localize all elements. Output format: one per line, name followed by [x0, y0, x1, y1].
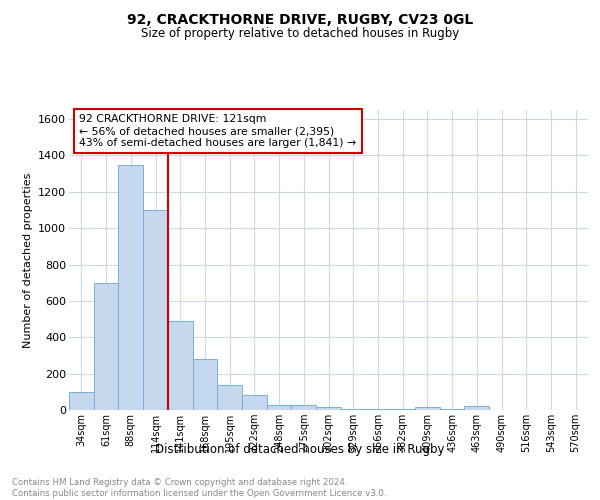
Text: Contains HM Land Registry data © Crown copyright and database right 2024.
Contai: Contains HM Land Registry data © Crown c…	[12, 478, 386, 498]
Bar	[440, 409, 464, 410]
Bar	[193, 359, 217, 410]
Bar	[217, 384, 242, 410]
Bar	[415, 408, 440, 410]
Bar	[94, 282, 118, 410]
Bar	[316, 408, 341, 410]
Y-axis label: Number of detached properties: Number of detached properties	[23, 172, 32, 348]
Bar	[118, 164, 143, 410]
Text: 92 CRACKTHORNE DRIVE: 121sqm
← 56% of detached houses are smaller (2,395)
43% of: 92 CRACKTHORNE DRIVE: 121sqm ← 56% of de…	[79, 114, 356, 148]
Text: 92, CRACKTHORNE DRIVE, RUGBY, CV23 0GL: 92, CRACKTHORNE DRIVE, RUGBY, CV23 0GL	[127, 12, 473, 26]
Text: Size of property relative to detached houses in Rugby: Size of property relative to detached ho…	[141, 28, 459, 40]
Text: Distribution of detached houses by size in Rugby: Distribution of detached houses by size …	[155, 442, 445, 456]
Bar	[267, 404, 292, 410]
Bar	[168, 321, 193, 410]
Bar	[365, 409, 390, 410]
Bar	[292, 404, 316, 410]
Bar	[464, 406, 489, 410]
Bar	[341, 409, 365, 410]
Bar	[242, 396, 267, 410]
Bar	[69, 392, 94, 410]
Bar	[390, 409, 415, 410]
Bar	[143, 210, 168, 410]
